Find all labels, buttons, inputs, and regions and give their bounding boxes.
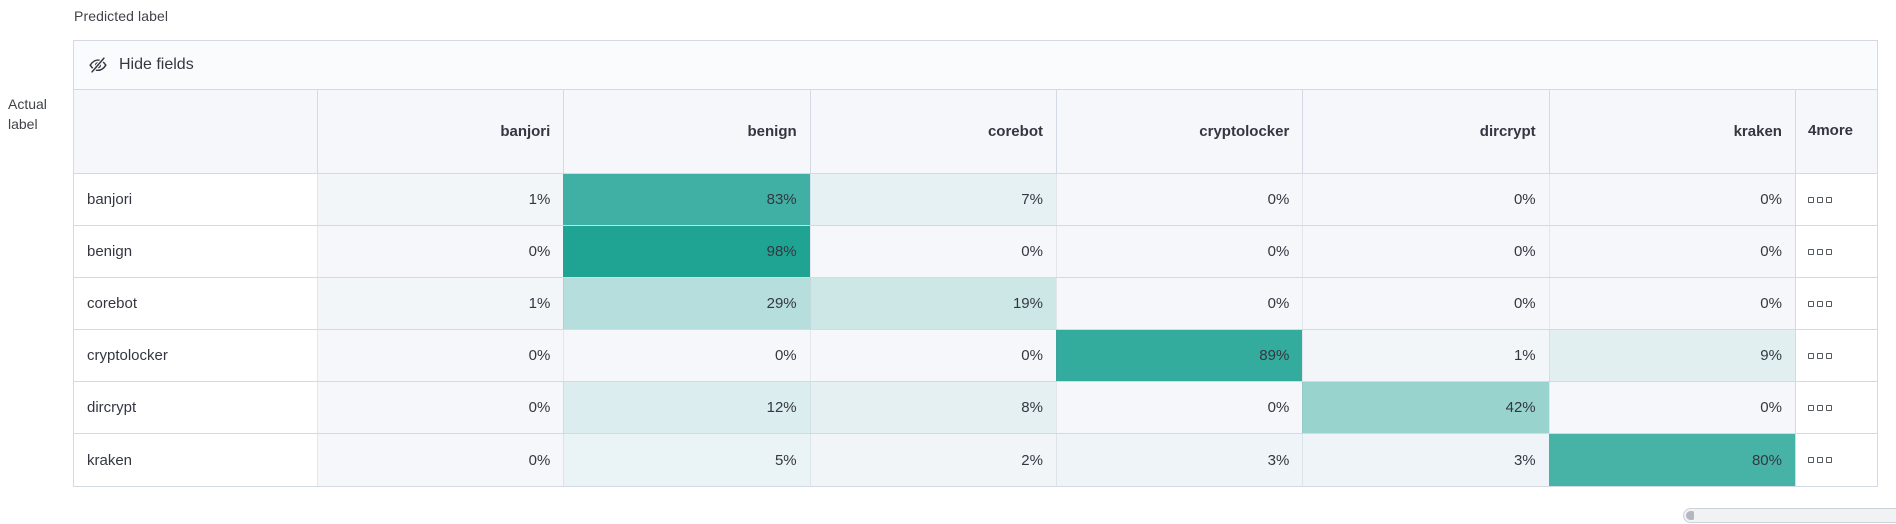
cell-corebot-corebot: 19% — [809, 278, 1056, 329]
cell-cryptolocker-banjori: 0% — [317, 330, 564, 381]
cell-kraken-banjori: 0% — [317, 434, 564, 486]
boxes-horizontal-icon — [1807, 196, 1832, 203]
matrix-row-dircrypt: dircrypt 0% 12% 8% 0% 42% 0% — [74, 382, 1877, 434]
hide-fields-label: Hide fields — [119, 56, 194, 73]
cell-kraken-benign: 5% — [563, 434, 810, 486]
more-columns-cell-benign[interactable] — [1794, 226, 1877, 277]
row-label-banjori: banjori — [74, 174, 317, 225]
cell-kraken-corebot: 2% — [809, 434, 1056, 486]
cell-kraken-cryptolocker: 3% — [1055, 434, 1303, 486]
cell-cryptolocker-corebot: 0% — [809, 330, 1056, 381]
column-header-kraken[interactable]: kraken — [1548, 90, 1795, 173]
more-columns-cell-cryptolocker[interactable] — [1794, 330, 1877, 381]
cell-dircrypt-cryptolocker: 0% — [1055, 382, 1303, 433]
row-label-benign: benign — [74, 226, 317, 277]
cell-banjori-benign: 83% — [563, 174, 810, 225]
cell-dircrypt-kraken: 0% — [1548, 382, 1795, 433]
row-label-cryptolocker: cryptolocker — [74, 330, 317, 381]
cell-benign-corebot: 0% — [809, 226, 1056, 277]
predicted-axis-label: Predicted label — [74, 8, 169, 24]
cell-corebot-dircrypt: 0% — [1302, 278, 1549, 329]
row-label-header-cell — [74, 90, 317, 173]
cell-dircrypt-banjori: 0% — [317, 382, 564, 433]
cell-benign-benign: 98% — [563, 226, 810, 277]
row-label-dircrypt: dircrypt — [74, 382, 317, 433]
cell-cryptolocker-cryptolocker: 89% — [1055, 330, 1303, 381]
more-columns-cell-banjori[interactable] — [1794, 174, 1877, 225]
cell-corebot-banjori: 1% — [317, 278, 564, 329]
actual-axis-label: Actual label — [8, 96, 47, 133]
boxes-horizontal-icon — [1807, 352, 1832, 359]
matrix-row-kraken: kraken 0% 5% 2% 3% 3% 80% — [74, 434, 1877, 486]
column-header-cryptolocker[interactable]: cryptolocker — [1055, 90, 1302, 173]
more-columns-cell-corebot[interactable] — [1794, 278, 1877, 329]
boxes-horizontal-icon — [1807, 248, 1832, 255]
column-header-benign[interactable]: benign — [563, 90, 809, 173]
cell-benign-dircrypt: 0% — [1302, 226, 1549, 277]
cell-cryptolocker-kraken: 9% — [1548, 330, 1795, 381]
cell-cryptolocker-benign: 0% — [563, 330, 810, 381]
cell-benign-kraken: 0% — [1548, 226, 1795, 277]
scrollbar-thumb-cap — [1686, 511, 1694, 520]
cell-kraken-kraken: 80% — [1548, 434, 1795, 486]
row-label-corebot: corebot — [74, 278, 317, 329]
cell-corebot-benign: 29% — [563, 278, 810, 329]
cell-banjori-corebot: 7% — [809, 174, 1056, 225]
matrix-row-benign: benign 0% 98% 0% 0% 0% 0% — [74, 226, 1877, 278]
column-header-corebot[interactable]: corebot — [809, 90, 1056, 173]
cell-dircrypt-benign: 12% — [563, 382, 810, 433]
more-columns-cell-dircrypt[interactable] — [1794, 382, 1877, 433]
more-columns-cell-kraken[interactable] — [1794, 434, 1877, 486]
eye-closed-icon — [87, 54, 109, 76]
matrix-row-banjori: banjori 1% 83% 7% 0% 0% 0% — [74, 174, 1877, 226]
cell-benign-cryptolocker: 0% — [1055, 226, 1303, 277]
horizontal-scrollbar[interactable] — [1683, 508, 1896, 523]
cell-banjori-kraken: 0% — [1548, 174, 1795, 225]
cell-banjori-dircrypt: 0% — [1302, 174, 1549, 225]
boxes-horizontal-icon — [1807, 457, 1832, 463]
matrix-rows: banjori 1% 83% 7% 0% 0% 0% benign 0% 98% 0% 0% 0% 0% c… — [74, 174, 1877, 486]
cell-banjori-cryptolocker: 0% — [1055, 174, 1303, 225]
cell-benign-banjori: 0% — [317, 226, 564, 277]
more-columns-header[interactable]: 4 more — [1794, 90, 1877, 173]
matrix-row-cryptolocker: cryptolocker 0% 0% 0% 89% 1% 9% — [74, 330, 1877, 382]
cell-cryptolocker-dircrypt: 1% — [1302, 330, 1549, 381]
cell-banjori-banjori: 1% — [317, 174, 564, 225]
cell-corebot-cryptolocker: 0% — [1055, 278, 1303, 329]
hide-fields-button[interactable]: Hide fields — [74, 41, 1877, 90]
column-header-dircrypt[interactable]: dircrypt — [1302, 90, 1548, 173]
matrix-row-corebot: corebot 1% 29% 19% 0% 0% 0% — [74, 278, 1877, 330]
column-header-banjori[interactable]: banjori — [317, 90, 563, 173]
confusion-matrix-grid: Hide fields banjori benign corebot cryptolo… — [73, 40, 1878, 487]
cell-kraken-dircrypt: 3% — [1302, 434, 1549, 486]
row-label-kraken: kraken — [74, 434, 317, 486]
cell-corebot-kraken: 0% — [1548, 278, 1795, 329]
column-header-row: banjori benign corebot cryptolocker dircrypt… — [74, 90, 1877, 174]
boxes-horizontal-icon — [1807, 300, 1832, 307]
boxes-horizontal-icon — [1807, 404, 1832, 411]
cell-dircrypt-corebot: 8% — [809, 382, 1056, 433]
cell-dircrypt-dircrypt: 42% — [1302, 382, 1549, 433]
